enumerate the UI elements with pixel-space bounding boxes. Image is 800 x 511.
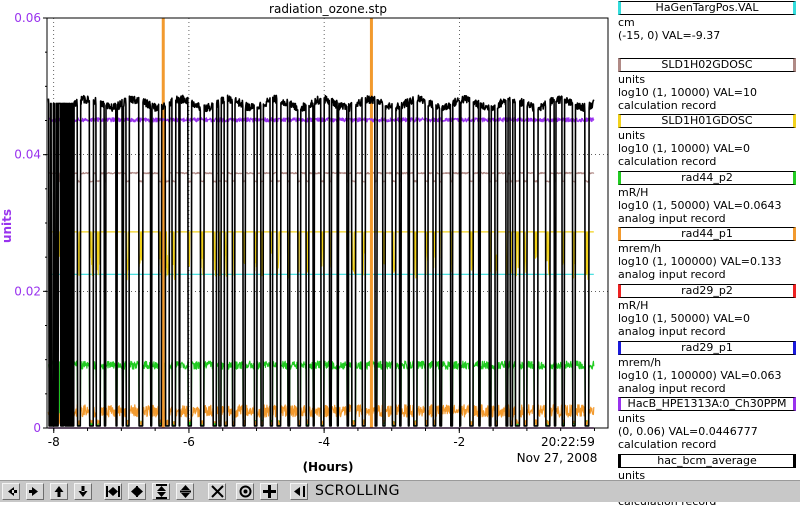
series-hac-bcm-average xyxy=(47,94,595,427)
legend-entry-hacb-hpe1313a-0-ch30ppm[interactable]: HacB_HPE1313A:0_Ch30PPM units (0, 0.06) VA… xyxy=(614,397,800,454)
legend-record: calculation record xyxy=(618,98,717,112)
arrow-up-icon xyxy=(51,483,68,500)
legend-series-name[interactable]: SLD1H01GDOSC xyxy=(618,114,796,129)
legend: HaGenTargPos.VAL cm (-15, 0) VAL=-9.37 SLD1… xyxy=(614,0,800,508)
scroll-right-button[interactable] xyxy=(26,483,44,500)
scroll-up-button[interactable] xyxy=(50,483,68,500)
zoom-box-button[interactable] xyxy=(208,483,226,500)
zoom-out-horizontal-icon xyxy=(129,483,146,500)
legend-range: log10 (1, 50000) VAL=0 xyxy=(618,312,751,325)
legend-record: analog input record xyxy=(618,325,726,338)
legend-unit: units xyxy=(618,72,646,86)
legend-record: analog input record xyxy=(618,211,726,225)
legend-range: log10 (1, 100000) VAL=0.133 xyxy=(618,255,782,269)
legend-unit: units xyxy=(618,412,646,426)
legend-entry-sld1h01gdosc[interactable]: SLD1H01GDOSC units log10 (1, 10000) VAL=0 c… xyxy=(614,114,800,171)
legend-record: calculation record xyxy=(618,438,717,452)
legend-unit: mR/H xyxy=(618,185,649,199)
legend-range: log10 (1, 50000) VAL=0.0643 xyxy=(618,198,782,212)
legend-entry-sld1h02gdosc[interactable]: SLD1H02GDOSC units log10 (1, 10000) VAL=10… xyxy=(614,57,800,115)
scroll-down-button[interactable] xyxy=(74,483,92,500)
y-tick-label: 0.02 xyxy=(14,284,41,298)
arrow-left-icon xyxy=(3,483,20,500)
legend-series-name[interactable]: HacB_HPE1313A:0_Ch30PPM xyxy=(618,397,796,412)
record-icon xyxy=(237,483,254,500)
legend-record: calculation record xyxy=(618,155,717,169)
legend-entry-rad44-p2[interactable]: rad44_p2 mR/H log10 (1, 50000) VAL=0.0643 a… xyxy=(614,170,800,228)
y-tick-label: 0 xyxy=(33,421,41,435)
y-tick-label: 0.04 xyxy=(14,148,41,162)
legend-range: log10 (1, 10000) VAL=10 xyxy=(618,85,758,99)
date-label: Nov 27, 2008 xyxy=(517,451,598,465)
x-axis-label: (Hours) xyxy=(303,460,354,474)
legend-range: log10 (1, 100000) VAL=0.063 xyxy=(618,368,782,382)
legend-unit: mrem/h xyxy=(618,242,662,256)
legend-series-name[interactable]: HaGenTargPos.VAL xyxy=(618,1,796,15)
zoom-in-x-button[interactable] xyxy=(104,483,122,500)
legend-range: (-15, 0) VAL=-9.37 xyxy=(618,29,721,42)
crosshair-button[interactable] xyxy=(260,483,278,500)
zoom-box-icon xyxy=(209,483,226,500)
legend-entry-rad44-p1[interactable]: rad44_p1 mrem/h log10 (1, 100000) VAL=0.13… xyxy=(614,227,800,284)
legend-unit: units xyxy=(618,129,646,143)
legend-record: analog input record xyxy=(618,381,726,395)
y-tick-label: 0.06 xyxy=(14,11,41,25)
zoom-out-vertical-icon xyxy=(177,483,194,500)
arrow-right-icon xyxy=(27,483,44,500)
y-axis-label: units xyxy=(0,209,14,243)
x-tick-label: -6 xyxy=(183,435,195,449)
series-line xyxy=(47,94,595,427)
toolbar: SCROLLING xyxy=(0,480,800,502)
legend-record: analog input record xyxy=(618,268,726,282)
zoom-out-y-button[interactable] xyxy=(176,483,194,500)
scroll-mode-icon xyxy=(291,483,308,500)
legend-unit: mrem/h xyxy=(618,355,662,369)
chart-title: radiation_ozone.stp xyxy=(269,2,387,16)
zoom-out-x-button[interactable] xyxy=(128,483,146,500)
legend-series-name[interactable]: rad29_p2 xyxy=(618,284,796,298)
arrow-down-icon xyxy=(75,483,92,500)
legend-series-name[interactable]: hac_bcm_average xyxy=(618,453,796,468)
legend-entry-rad29-p2[interactable]: rad29_p2 mR/H log10 (1, 50000) VAL=0 analog… xyxy=(614,284,800,341)
legend-unit: units xyxy=(618,468,646,482)
scroll-mode-button[interactable] xyxy=(290,483,308,500)
zoom-in-y-button[interactable] xyxy=(152,483,170,500)
legend-entry-hagentargpos-val[interactable]: HaGenTargPos.VAL cm (-15, 0) VAL=-9.37 xyxy=(614,1,800,58)
scroll-left-button[interactable] xyxy=(2,483,20,500)
legend-range: log10 (1, 10000) VAL=0 xyxy=(618,142,751,156)
zoom-in-horizontal-icon xyxy=(105,483,122,500)
legend-entry-rad29-p1[interactable]: rad29_p1 mrem/h log10 (1, 100000) VAL=0.06… xyxy=(614,340,800,398)
x-tick-label: -4 xyxy=(318,435,330,449)
legend-unit: cm xyxy=(618,16,635,29)
legend-series-name[interactable]: rad44_p1 xyxy=(618,227,796,242)
legend-range: (0, 0.06) VAL=0.0446777 xyxy=(618,425,758,439)
legend-series-name[interactable]: SLD1H02GDOSC xyxy=(618,57,796,72)
legend-series-name[interactable]: rad44_p2 xyxy=(618,170,796,185)
time-label: 20:22:59 xyxy=(541,435,595,449)
x-tick-label: -8 xyxy=(48,435,60,449)
record-button[interactable] xyxy=(236,483,254,500)
scrolling-status: SCROLLING xyxy=(315,483,400,499)
legend-series-name[interactable]: rad29_p1 xyxy=(618,340,796,355)
zoom-in-vertical-icon xyxy=(153,483,170,500)
strip-chart: radiation_ozone.stp units (Hours) 20:22:… xyxy=(0,2,609,474)
x-tick-label: -2 xyxy=(453,435,465,449)
crosshair-icon xyxy=(261,483,278,500)
legend-unit: mR/H xyxy=(618,299,649,312)
